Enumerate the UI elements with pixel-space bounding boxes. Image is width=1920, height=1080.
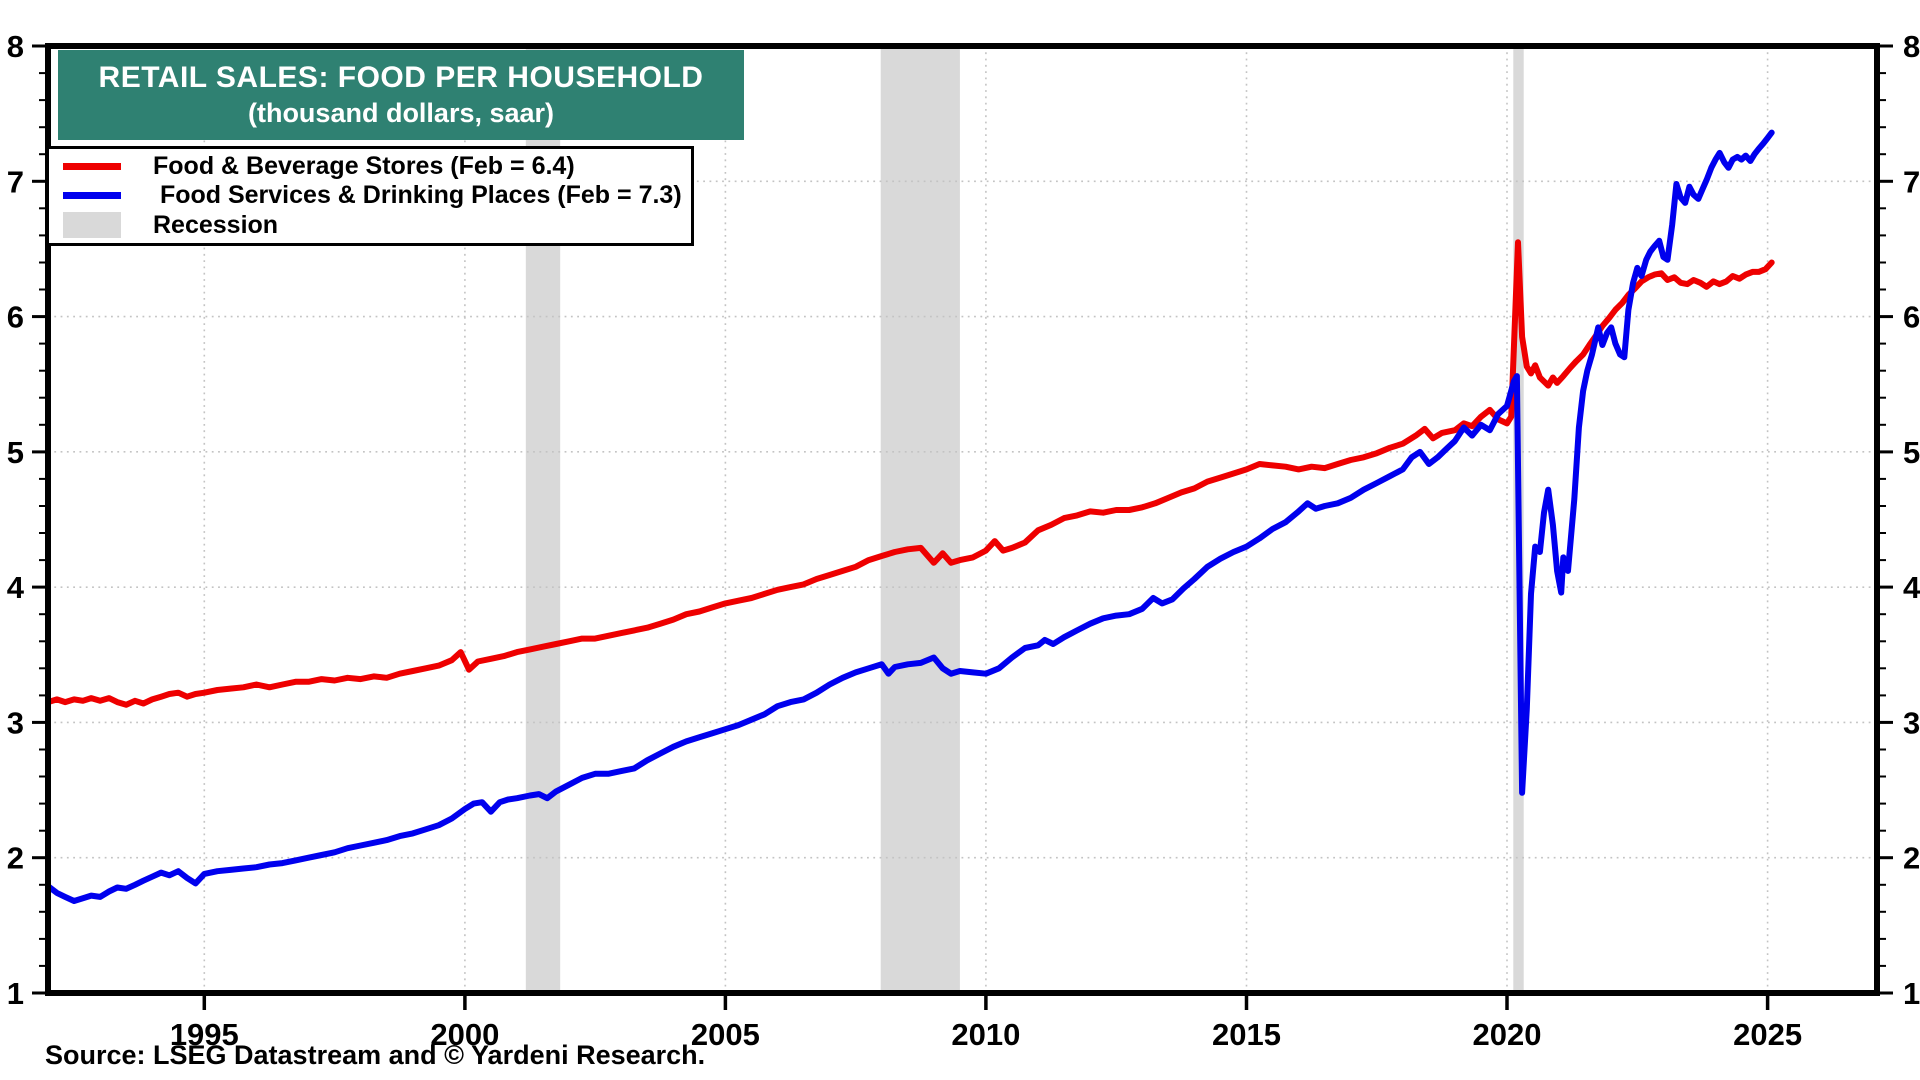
svg-text:3: 3 <box>7 705 24 740</box>
chart-subtitle: (thousand dollars, saar) <box>247 97 555 128</box>
legend-item-recession: Recession <box>49 211 691 240</box>
svg-text:6: 6 <box>7 300 24 335</box>
source-note: Source: LSEG Datastream and © Yardeni Re… <box>45 1040 706 1070</box>
blue-line-swatch-icon <box>63 192 141 200</box>
legend-label: Food Services & Drinking Places (Feb = 7… <box>153 181 682 210</box>
svg-text:2: 2 <box>1903 841 1920 876</box>
svg-text:4: 4 <box>1903 570 1920 605</box>
svg-text:1995: 1995 <box>170 1017 239 1052</box>
red-line-swatch-icon <box>63 163 141 171</box>
svg-text:5: 5 <box>7 435 24 470</box>
svg-text:2015: 2015 <box>1212 1017 1281 1052</box>
svg-text:8: 8 <box>1903 29 1920 64</box>
legend-item-food-services-drinking-places: Food Services & Drinking Places (Feb = 7… <box>49 181 691 210</box>
svg-text:1: 1 <box>1903 976 1920 1011</box>
svg-text:6: 6 <box>1903 300 1920 335</box>
svg-text:4: 4 <box>7 570 25 605</box>
svg-text:2025: 2025 <box>1733 1017 1802 1052</box>
svg-text:5: 5 <box>1903 435 1920 470</box>
legend-label: Food & Beverage Stores (Feb = 6.4) <box>153 152 575 181</box>
svg-text:2020: 2020 <box>1473 1017 1542 1052</box>
chart-title-box: RETAIL SALES: FOOD PER HOUSEHOLD (thousa… <box>58 50 744 140</box>
svg-text:7: 7 <box>7 164 24 199</box>
svg-text:2: 2 <box>7 841 24 876</box>
chart-title: RETAIL SALES: FOOD PER HOUSEHOLD <box>98 61 704 95</box>
legend-item-food-beverage-stores: Food & Beverage Stores (Feb = 6.4) <box>49 152 691 181</box>
legend-label: Recession <box>153 210 279 239</box>
svg-text:3: 3 <box>1903 705 1920 740</box>
svg-text:2010: 2010 <box>951 1017 1020 1052</box>
recession-swatch-icon <box>63 212 141 239</box>
svg-text:8: 8 <box>7 29 24 64</box>
svg-text:1: 1 <box>7 976 24 1011</box>
legend: Food & Beverage Stores (Feb = 6.4) Food … <box>46 146 694 246</box>
svg-text:2000: 2000 <box>430 1017 499 1052</box>
svg-text:2005: 2005 <box>691 1017 760 1052</box>
svg-text:7: 7 <box>1903 164 1920 199</box>
